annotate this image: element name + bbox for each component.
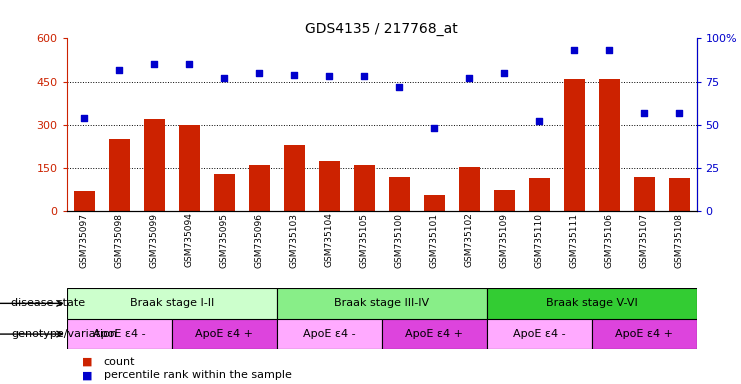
Bar	[276, 288, 487, 319]
Title: GDS4135 / 217768_at: GDS4135 / 217768_at	[305, 22, 458, 36]
Point	[428, 125, 440, 131]
Point	[358, 73, 370, 79]
Bar	[144, 119, 165, 211]
Bar	[213, 174, 235, 211]
Point	[183, 61, 195, 67]
Text: ApoE ε4 +: ApoE ε4 +	[615, 329, 673, 339]
Point	[534, 118, 545, 124]
Text: ApoE ε4 +: ApoE ε4 +	[195, 329, 253, 339]
Text: Braak stage V-VI: Braak stage V-VI	[545, 298, 637, 308]
Point	[288, 71, 300, 78]
Text: Braak stage I-II: Braak stage I-II	[130, 298, 214, 308]
Text: Braak stage III-IV: Braak stage III-IV	[334, 298, 429, 308]
Text: ApoE ε4 -: ApoE ε4 -	[303, 329, 356, 339]
Text: ApoE ε4 -: ApoE ε4 -	[93, 329, 145, 339]
Bar	[599, 79, 619, 211]
Bar	[73, 191, 95, 211]
Text: disease state: disease state	[11, 298, 85, 308]
Bar	[424, 195, 445, 211]
Point	[148, 61, 160, 67]
Text: ApoE ε4 +: ApoE ε4 +	[405, 329, 463, 339]
Bar	[382, 319, 487, 349]
Text: genotype/variation: genotype/variation	[11, 329, 117, 339]
Bar	[564, 79, 585, 211]
Bar	[634, 177, 654, 211]
Point	[673, 109, 685, 116]
Bar	[276, 319, 382, 349]
Bar	[67, 319, 172, 349]
Point	[79, 115, 90, 121]
Point	[463, 75, 475, 81]
Point	[568, 47, 580, 53]
Text: ■: ■	[82, 370, 92, 381]
Point	[323, 73, 335, 79]
Bar	[388, 177, 410, 211]
Bar	[487, 288, 697, 319]
Bar	[249, 165, 270, 211]
Point	[498, 70, 510, 76]
Bar	[67, 288, 276, 319]
Bar	[284, 145, 305, 211]
Text: ApoE ε4 -: ApoE ε4 -	[513, 329, 565, 339]
Point	[393, 84, 405, 90]
Bar	[494, 190, 514, 211]
Bar	[459, 167, 479, 211]
Point	[603, 47, 615, 53]
Bar	[591, 319, 697, 349]
Bar	[528, 178, 550, 211]
Bar	[179, 125, 199, 211]
Point	[219, 75, 230, 81]
Bar	[319, 161, 339, 211]
Bar	[109, 139, 130, 211]
Bar	[668, 178, 690, 211]
Point	[638, 109, 650, 116]
Point	[113, 66, 125, 73]
Bar	[353, 165, 375, 211]
Text: percentile rank within the sample: percentile rank within the sample	[104, 370, 292, 381]
Bar	[487, 319, 591, 349]
Text: ■: ■	[82, 356, 92, 367]
Text: count: count	[104, 356, 136, 367]
Bar	[172, 319, 276, 349]
Point	[253, 70, 265, 76]
